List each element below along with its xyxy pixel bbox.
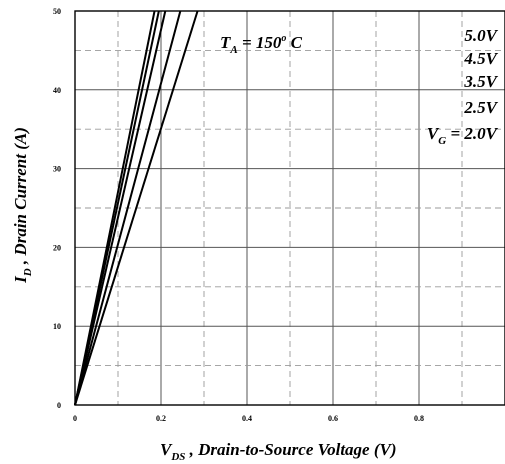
y-tick-label: 40: [53, 86, 61, 95]
y-tick-label: 0: [57, 401, 61, 410]
y-tick-label: 50: [53, 7, 61, 16]
series-line-2-0v: [74, 10, 199, 406]
x-tick-label: 0: [73, 414, 77, 423]
x-axis-label: VDS , Drain-to-Source Voltage (V): [160, 440, 397, 463]
x-tick-label: 0.4: [242, 414, 252, 423]
legend-label: 4.5V: [463, 49, 498, 68]
legend-label: 5.0V: [464, 26, 498, 45]
y-tick-label: 20: [53, 243, 61, 252]
grid-lines: [75, 11, 505, 405]
x-tick-label: 0.2: [156, 414, 166, 423]
legend: 5.0V 4.5V 3.5V 2.5V VG = 2.0V: [427, 26, 499, 147]
y-tick-label: 10: [53, 322, 61, 331]
x-tick-label: 0.6: [328, 414, 338, 423]
series-line-4-5v: [74, 10, 160, 406]
series-line-3-5v: [74, 10, 167, 406]
y-axis-label: ID , Drain Current (A): [11, 127, 34, 284]
series-lines: [74, 10, 199, 406]
legend-label: VG = 2.0V: [427, 124, 499, 147]
series-line-2-5v: [74, 10, 182, 406]
temperature-annotation: TA = 150o C: [220, 33, 303, 56]
tick-labels: 0 0.2 0.4 0.6 0.8 0 10 20 30 40 50: [53, 7, 424, 423]
legend-label: 3.5V: [463, 72, 498, 91]
y-tick-label: 30: [53, 165, 61, 174]
legend-label: 2.5V: [463, 98, 498, 117]
plot-frame: [74, 10, 505, 406]
x-tick-label: 0.8: [414, 414, 424, 423]
